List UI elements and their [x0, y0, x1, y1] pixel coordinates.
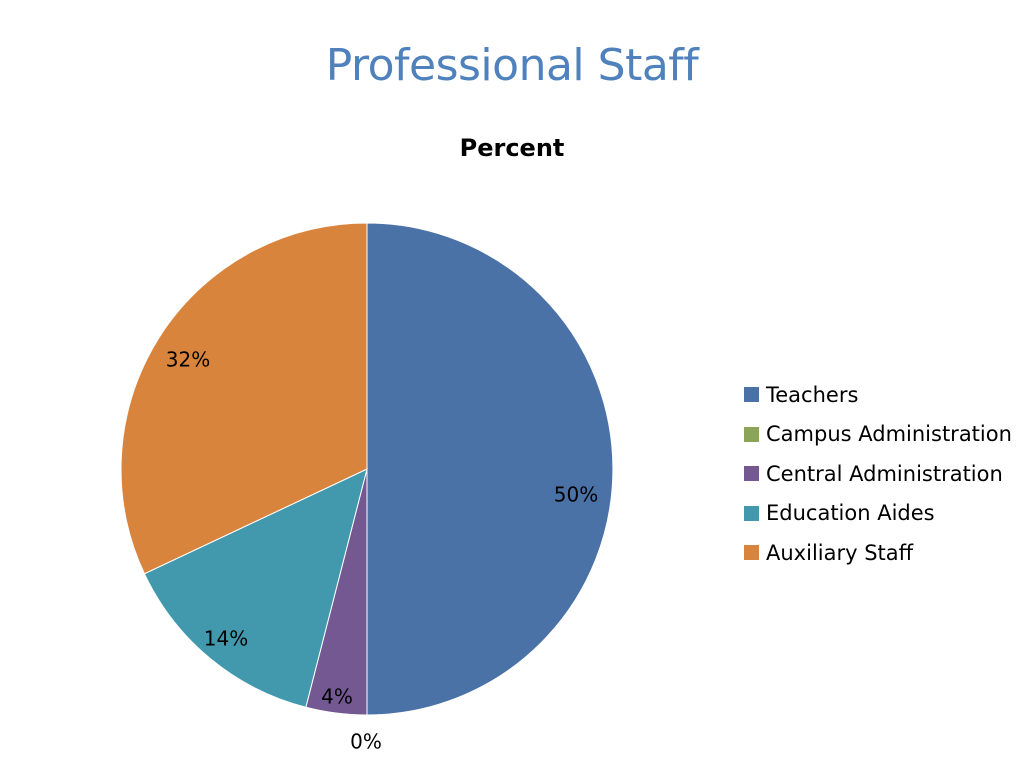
legend-item-teachers: Teachers [744, 375, 1012, 415]
data-label-education-aides: 14% [204, 627, 248, 651]
legend-label: Campus Administration [766, 422, 1012, 447]
legend-swatch [744, 387, 759, 403]
legend-label: Auxiliary Staff [766, 540, 914, 565]
legend-swatch [744, 545, 759, 561]
data-label-central-administration: 4% [321, 685, 353, 709]
legend-swatch [744, 505, 759, 521]
legend-label: Education Aides [766, 501, 935, 526]
legend-swatch [744, 466, 759, 482]
pie-slice-auxiliary-staff [120, 222, 368, 575]
pie-slice-teachers [366, 222, 614, 716]
data-label-auxiliary-staff: 32% [166, 348, 210, 372]
legend-item-campus-administration: Campus Administration [744, 415, 1012, 455]
slide-title: Professional Staff [325, 40, 699, 91]
data-label-teachers: 50% [554, 483, 598, 507]
legend-item-auxiliary-staff: Auxiliary Staff [744, 533, 1012, 573]
legend-label: Central Administration [766, 461, 1003, 486]
legend-swatch [744, 426, 759, 442]
legend-item-central-administration: Central Administration [744, 454, 1012, 494]
legend-label: Teachers [766, 382, 859, 407]
chart-title: Percent [459, 134, 565, 162]
pie-slice-education-aides [143, 468, 368, 708]
chart-legend: Teachers Campus Administration Central Adm… [744, 375, 1012, 573]
data-label-campus-administration: 0% [350, 730, 382, 754]
legend-item-education-aides: Education Aides [744, 494, 1012, 534]
